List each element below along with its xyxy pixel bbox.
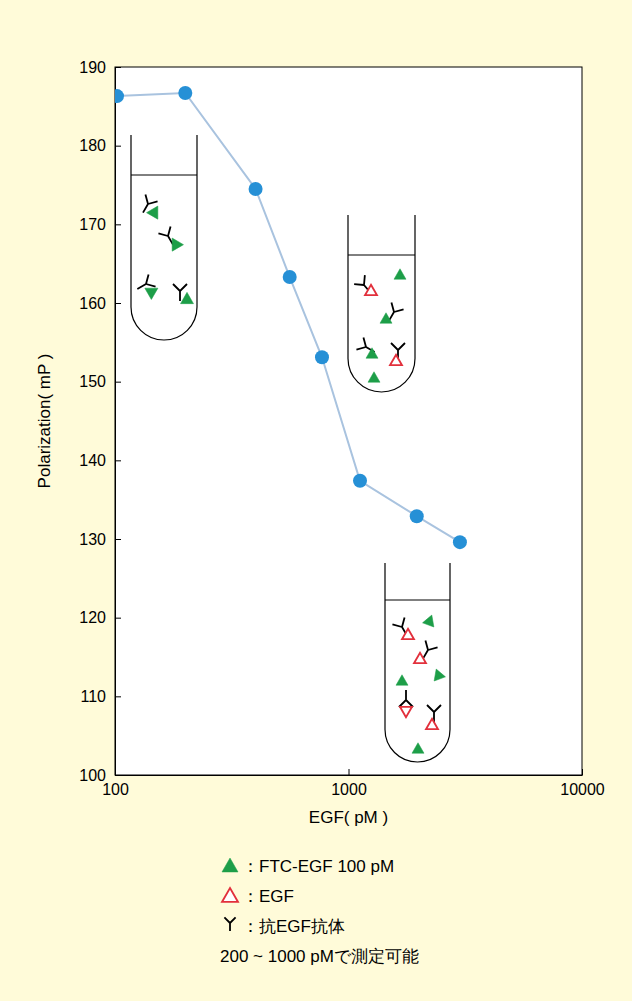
antibody-shape	[399, 690, 413, 707]
tube	[131, 135, 197, 340]
antibody-symbol	[427, 705, 441, 722]
background	[0, 0, 632, 1001]
ftc-egf-symbol	[147, 203, 164, 219]
x-tick-label: 100	[102, 781, 129, 798]
x-tick-label: 10000	[560, 781, 605, 798]
data-point	[283, 270, 297, 284]
x-tick: 1000	[331, 769, 367, 798]
egf-symbol	[426, 719, 438, 729]
data-point	[178, 86, 192, 100]
antibody-shape	[356, 337, 378, 358]
egf-symbol	[402, 629, 414, 639]
x-tick-mark	[349, 769, 350, 775]
y-tick-mark	[115, 618, 121, 619]
egf-symbol	[414, 653, 426, 663]
y-axis: 100 110 120 130 140 150 160 170 180 190	[79, 59, 121, 784]
ftc-egf-symbol	[368, 372, 380, 382]
ftc-egf-symbol	[380, 313, 392, 323]
y-tick-label: 150	[79, 373, 106, 390]
x-axis: 100 1000 10000	[102, 769, 605, 798]
y-tick-label: 120	[79, 609, 106, 626]
data-layer	[115, 86, 467, 549]
y-tick: 120	[79, 609, 121, 626]
y-tick-label: 110	[80, 688, 106, 705]
illustration	[131, 135, 450, 762]
y-tick-mark	[115, 224, 121, 225]
y-tick-label: 180	[79, 137, 106, 154]
data-point	[315, 350, 329, 364]
data-line	[117, 93, 460, 542]
antibody-symbol	[392, 617, 413, 639]
y-tick-mark	[115, 460, 121, 461]
legend-label: ：EGF	[242, 887, 294, 906]
y-tick-mark	[115, 67, 121, 68]
ftc-egf-symbol	[366, 348, 378, 358]
y-tick: 150	[79, 373, 121, 390]
data-point	[453, 535, 467, 549]
y-axis-line	[115, 68, 116, 776]
antibody-shape	[392, 617, 413, 639]
y-tick: 170	[79, 216, 121, 233]
ftc-egf-symbol	[181, 292, 194, 303]
tube	[348, 215, 415, 392]
y-tick-mark	[115, 146, 121, 147]
ftc-egf-symbol	[396, 675, 408, 685]
note: 200 ~ 1000 pMで測定可能	[220, 947, 419, 966]
ftc-egf-symbol	[394, 269, 406, 279]
antibody-symbol	[224, 917, 235, 931]
x-tick-label: 1000	[331, 781, 367, 798]
y-tick-label: 190	[79, 59, 106, 76]
plot-frame	[115, 67, 582, 775]
egf-symbol	[390, 355, 402, 365]
antibody-symbol	[399, 690, 413, 707]
data-point	[353, 474, 367, 488]
y-axis-title: Polarization( mP )	[35, 354, 54, 489]
y-tick: 190	[79, 59, 121, 76]
legend-label: ：抗EGF抗体	[242, 917, 345, 936]
x-tick: 10000	[560, 769, 605, 798]
y-tick: 180	[79, 137, 121, 154]
tube-liquid-line	[131, 175, 197, 176]
y-tick: 100	[79, 767, 121, 784]
y-tick-mark	[115, 539, 121, 540]
antibody-shape	[427, 705, 441, 722]
chart: 1001000100001001101201301401501601701801…	[0, 0, 632, 1001]
y-tick-label: 100	[79, 767, 106, 784]
y-tick: 140	[79, 452, 121, 469]
y-tick-label: 160	[79, 295, 106, 312]
y-tick-mark	[115, 775, 121, 776]
ftc-egf-symbol	[423, 613, 438, 627]
antibody-symbol	[356, 337, 378, 358]
tube-liquid-line	[348, 255, 415, 256]
y-tick-label: 140	[79, 452, 106, 469]
egf-symbol	[400, 707, 412, 717]
legend: ：FTC-EGF 100 pM ：EGF ：抗EGF抗体	[222, 857, 394, 936]
y-tick-mark	[115, 696, 121, 697]
y-tick-mark	[115, 382, 121, 383]
egf-symbol	[365, 285, 377, 295]
y-tick: 130	[79, 531, 121, 548]
data-point	[115, 89, 124, 103]
y-tick: 160	[79, 295, 121, 312]
x-axis-line	[116, 775, 583, 776]
y-tick-label: 130	[79, 531, 106, 548]
antibody-shape	[224, 917, 235, 931]
tube	[385, 563, 450, 762]
ftc-egf-symbol	[145, 283, 161, 300]
x-tick-mark	[582, 769, 583, 775]
ftc-egf-symbol	[412, 743, 424, 753]
x-axis-title: EGF( pM )	[309, 808, 388, 827]
legend-label: ：FTC-EGF 100 pM	[242, 857, 394, 876]
data-point	[249, 182, 263, 196]
egf-symbol	[222, 888, 238, 902]
tube-liquid-line	[385, 600, 450, 601]
data-point	[410, 509, 424, 523]
ftc-egf-symbol	[167, 235, 184, 251]
y-tick-mark	[115, 303, 121, 304]
ftc-egf-symbol	[222, 858, 238, 872]
y-tick-label: 170	[79, 216, 106, 233]
y-tick: 110	[80, 688, 121, 705]
ftc-egf-symbol	[431, 667, 446, 681]
